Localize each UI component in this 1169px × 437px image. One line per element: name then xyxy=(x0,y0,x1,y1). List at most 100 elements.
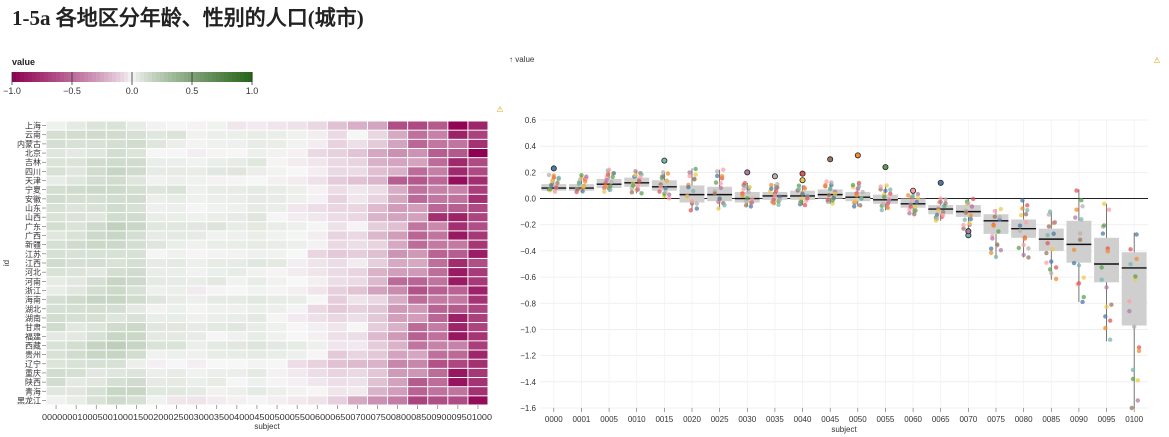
heatmap-cell xyxy=(167,240,187,249)
heatmap-cell xyxy=(428,387,448,396)
data-point xyxy=(776,202,781,208)
heatmap-cell xyxy=(347,185,367,194)
heatmap-cell xyxy=(408,222,428,231)
heatmap-cell xyxy=(367,387,388,396)
y-tick-label: 青海 xyxy=(25,386,41,396)
heatmap-cell xyxy=(66,368,86,378)
heatmap-cell xyxy=(367,286,388,295)
data-point xyxy=(686,184,691,190)
data-point xyxy=(773,185,779,190)
heatmap-cell xyxy=(307,323,327,332)
heatmap-cell xyxy=(106,277,126,286)
heatmap-cell xyxy=(428,130,448,139)
heatmap-cell xyxy=(46,341,66,350)
heatmap-cell xyxy=(66,231,86,240)
heatmap-cell xyxy=(408,359,428,368)
heatmap-cell xyxy=(307,350,327,359)
heatmap-cell xyxy=(327,222,347,231)
data-point xyxy=(663,186,668,191)
heatmap-cell xyxy=(187,277,207,286)
data-point xyxy=(1026,246,1031,251)
heatmap-cell xyxy=(66,396,86,405)
heatmap-cell xyxy=(448,222,468,231)
data-point xyxy=(990,236,995,241)
heatmap-cell xyxy=(247,121,267,130)
heatmap-cell xyxy=(247,176,267,185)
data-point xyxy=(1107,318,1113,323)
data-point xyxy=(998,206,1004,212)
heatmap-cell xyxy=(448,240,468,249)
data-point xyxy=(1135,378,1141,383)
data-point xyxy=(777,194,782,200)
heatmap-cell xyxy=(146,249,167,258)
heatmap-cell xyxy=(408,185,428,194)
box xyxy=(817,189,843,199)
data-point xyxy=(742,184,748,189)
heatmap-cell xyxy=(247,231,267,240)
heatmap-cell xyxy=(167,304,187,313)
heatmap-cell xyxy=(347,249,367,258)
heatmap-cell xyxy=(367,341,388,350)
outlier-point xyxy=(937,179,944,186)
data-point xyxy=(776,199,781,204)
heatmap-cell xyxy=(448,139,468,148)
legend-tick-label: −0.5 xyxy=(63,86,81,96)
heatmap-cell xyxy=(207,332,227,341)
data-point xyxy=(1047,209,1053,214)
box xyxy=(873,194,898,204)
data-point xyxy=(992,208,997,214)
heatmap-cell xyxy=(106,167,126,176)
box xyxy=(900,198,926,208)
heatmap-cell xyxy=(428,378,448,387)
heatmap-cell xyxy=(448,121,468,130)
heatmap-cell xyxy=(167,231,187,240)
data-point xyxy=(1133,274,1138,279)
heatmap-cell xyxy=(267,258,287,268)
heatmap-cell xyxy=(408,148,428,158)
heatmap-cell xyxy=(408,194,428,203)
heatmap-cell xyxy=(167,387,187,396)
heatmap-cell xyxy=(307,295,327,304)
data-point xyxy=(551,175,557,180)
heatmap-cell xyxy=(367,396,388,405)
legend-swatch xyxy=(156,72,161,82)
legend-swatch xyxy=(132,72,137,82)
heatmap-cell xyxy=(388,148,408,158)
heatmap-cell xyxy=(126,130,146,139)
heatmap-cell xyxy=(247,148,267,158)
heatmap-cell xyxy=(207,130,227,139)
y-tick-label: 江西 xyxy=(25,259,41,268)
heatmap-cell xyxy=(267,359,287,368)
legend-swatch xyxy=(36,72,41,82)
box xyxy=(1038,228,1064,251)
heatmap-cell xyxy=(267,121,287,130)
heatmap-cell xyxy=(388,121,408,130)
heatmap-cell xyxy=(86,387,106,396)
heatmap-cell xyxy=(167,203,187,213)
data-point xyxy=(1128,247,1133,252)
data-point xyxy=(721,167,726,172)
data-point xyxy=(799,196,804,201)
heatmap-cell xyxy=(106,203,126,213)
data-point xyxy=(854,191,859,196)
data-point xyxy=(826,192,832,198)
heatmap-cell xyxy=(428,139,448,148)
heatmap-cell xyxy=(347,378,367,387)
heatmap-cell xyxy=(367,231,388,240)
heatmap-cell xyxy=(287,268,307,277)
heatmap-cell xyxy=(307,332,327,341)
heatmap-cell xyxy=(428,167,448,176)
heatmap-cell xyxy=(287,222,307,231)
outlier-point xyxy=(965,228,972,235)
heatmap-cell xyxy=(207,378,227,387)
heatmap-cell xyxy=(267,396,287,405)
data-point xyxy=(1080,299,1085,305)
heatmap-cell xyxy=(227,194,247,203)
data-point xyxy=(1051,220,1056,226)
data-point xyxy=(942,204,947,209)
heatmap-cell xyxy=(207,359,227,368)
legend-swatch xyxy=(76,72,81,82)
heatmap-cell xyxy=(187,176,207,185)
data-point xyxy=(1017,228,1023,233)
heatmap-cell xyxy=(247,286,267,295)
